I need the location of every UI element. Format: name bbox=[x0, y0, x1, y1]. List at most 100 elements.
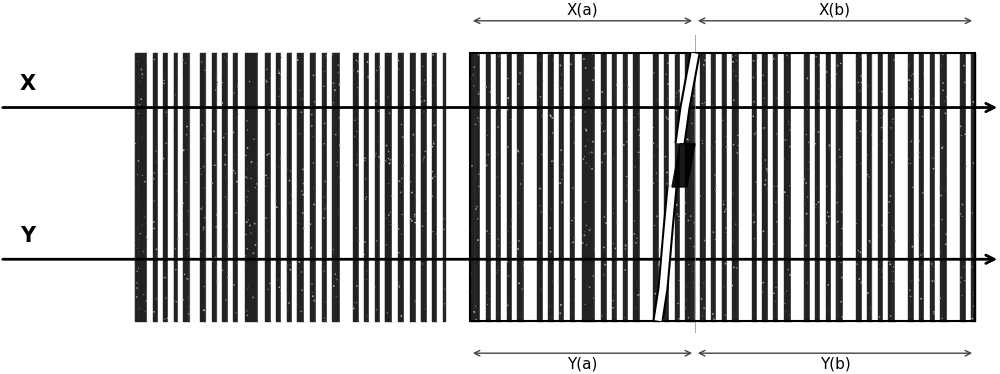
Point bbox=[511, 238, 527, 244]
Point bbox=[417, 306, 433, 312]
Point bbox=[875, 268, 891, 274]
Point bbox=[718, 206, 734, 212]
Point bbox=[501, 273, 517, 279]
Point bbox=[195, 227, 211, 233]
Point bbox=[605, 240, 621, 246]
Point bbox=[291, 131, 307, 137]
Point bbox=[296, 226, 312, 232]
Point bbox=[427, 122, 443, 128]
Point bbox=[902, 256, 918, 262]
Point bbox=[726, 97, 742, 103]
Point bbox=[472, 287, 488, 293]
Point bbox=[158, 109, 174, 115]
Point bbox=[965, 289, 981, 295]
Point bbox=[471, 91, 487, 97]
Point bbox=[239, 312, 255, 318]
Point bbox=[726, 264, 742, 270]
Point bbox=[271, 94, 287, 99]
Point bbox=[768, 298, 784, 304]
Point bbox=[916, 70, 932, 76]
Point bbox=[545, 56, 561, 62]
Point bbox=[295, 192, 311, 198]
Point bbox=[270, 163, 286, 169]
Point bbox=[534, 272, 550, 278]
Point bbox=[777, 137, 793, 143]
Point bbox=[954, 52, 970, 58]
Point bbox=[544, 158, 560, 164]
Point bbox=[595, 270, 611, 276]
Point bbox=[295, 166, 311, 172]
Point bbox=[464, 288, 480, 294]
Point bbox=[360, 74, 376, 80]
Point bbox=[885, 278, 901, 284]
Point bbox=[596, 151, 612, 157]
Point bbox=[158, 295, 174, 301]
Point bbox=[243, 175, 259, 181]
Point bbox=[158, 275, 174, 280]
Point bbox=[404, 190, 420, 196]
Point bbox=[179, 132, 195, 138]
Point bbox=[483, 53, 499, 59]
Point bbox=[848, 162, 864, 168]
Point bbox=[283, 168, 299, 174]
Point bbox=[631, 187, 647, 193]
Point bbox=[258, 77, 274, 83]
Point bbox=[316, 83, 332, 89]
Point bbox=[282, 261, 298, 267]
Point bbox=[696, 280, 712, 286]
Point bbox=[261, 151, 277, 157]
Point bbox=[594, 89, 610, 95]
Point bbox=[681, 174, 697, 180]
Point bbox=[371, 138, 387, 144]
Point bbox=[159, 315, 175, 321]
Point bbox=[668, 108, 684, 114]
Point bbox=[306, 73, 322, 79]
Point bbox=[394, 211, 410, 217]
Point bbox=[197, 185, 213, 191]
Point bbox=[284, 191, 300, 197]
Point bbox=[677, 200, 693, 206]
Point bbox=[273, 71, 289, 77]
Polygon shape bbox=[672, 144, 695, 187]
Point bbox=[382, 157, 398, 163]
Point bbox=[135, 248, 151, 254]
Point bbox=[515, 107, 531, 113]
Point bbox=[861, 238, 877, 244]
Point bbox=[678, 95, 694, 101]
Point bbox=[900, 160, 916, 166]
Point bbox=[228, 210, 244, 216]
Point bbox=[367, 153, 383, 159]
Point bbox=[543, 206, 559, 212]
Point bbox=[627, 196, 643, 202]
Point bbox=[707, 237, 723, 243]
Point bbox=[170, 262, 186, 268]
Point bbox=[759, 107, 775, 113]
Point bbox=[759, 125, 775, 131]
Point bbox=[729, 58, 745, 64]
Point bbox=[229, 178, 245, 184]
Point bbox=[628, 282, 644, 288]
Point bbox=[659, 169, 675, 175]
Point bbox=[316, 141, 332, 147]
Point bbox=[553, 85, 569, 91]
Point bbox=[241, 283, 257, 289]
Point bbox=[915, 190, 931, 196]
Point bbox=[490, 268, 506, 274]
Point bbox=[381, 148, 397, 154]
Point bbox=[925, 166, 941, 172]
Point bbox=[244, 159, 260, 165]
Point bbox=[280, 308, 296, 314]
Point bbox=[798, 180, 814, 186]
Point bbox=[516, 262, 532, 268]
Point bbox=[563, 129, 579, 135]
Point bbox=[249, 181, 265, 187]
Point bbox=[576, 56, 592, 62]
Point bbox=[238, 107, 254, 113]
Point bbox=[605, 305, 621, 311]
Point bbox=[226, 168, 242, 174]
Point bbox=[801, 159, 817, 165]
Point bbox=[680, 175, 696, 181]
Point bbox=[828, 184, 844, 190]
Point bbox=[659, 181, 675, 187]
Point bbox=[756, 80, 772, 86]
